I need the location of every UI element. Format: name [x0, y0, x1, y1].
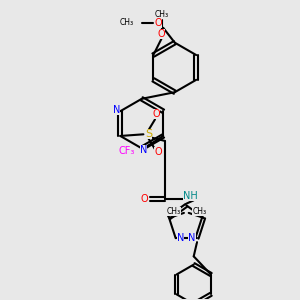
Text: N: N: [140, 145, 147, 155]
Text: CH₃: CH₃: [154, 10, 169, 19]
Text: NH: NH: [183, 191, 198, 201]
Text: CF₃: CF₃: [119, 146, 135, 156]
Text: S: S: [145, 129, 152, 139]
Text: O: O: [154, 148, 162, 158]
Text: N: N: [112, 104, 120, 115]
Text: O: O: [153, 110, 160, 119]
Text: N: N: [188, 233, 196, 243]
Text: CH₃: CH₃: [192, 207, 206, 216]
Text: O: O: [158, 28, 165, 39]
Text: CH₃: CH₃: [119, 18, 134, 27]
Text: N: N: [177, 233, 184, 243]
Text: O: O: [141, 194, 148, 204]
Text: CH₃: CH₃: [167, 207, 181, 216]
Text: O: O: [154, 18, 162, 28]
